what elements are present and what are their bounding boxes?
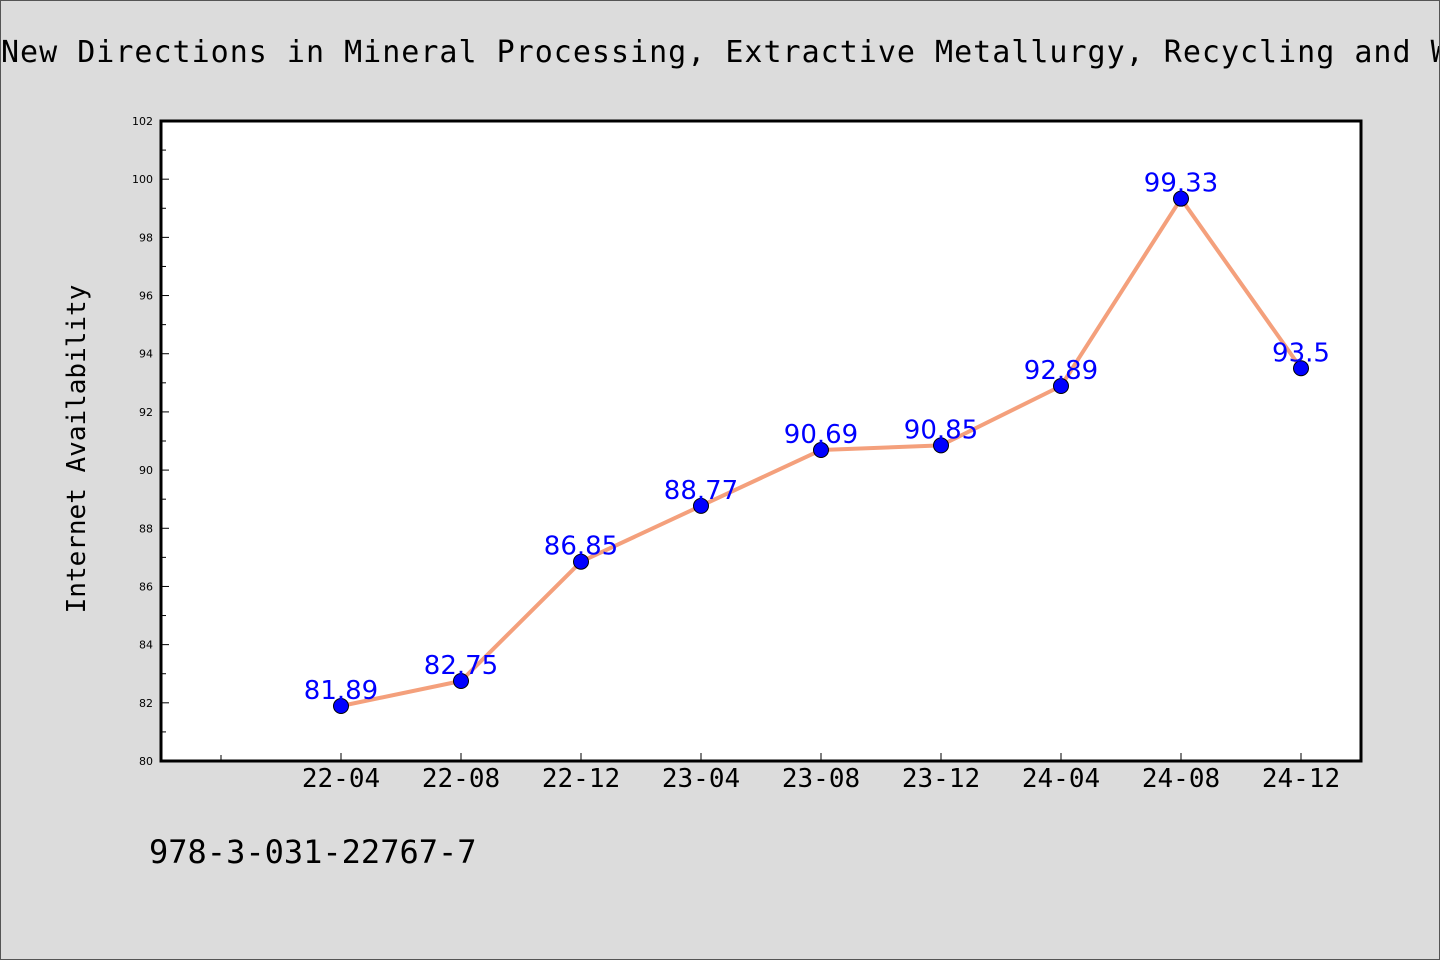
x-tick-label: 22-08: [422, 764, 500, 794]
y-tick-label: 94: [139, 348, 153, 361]
y-tick-label: 92: [139, 406, 153, 419]
y-tick-label: 88: [139, 522, 153, 535]
data-label: 99.33: [1144, 169, 1218, 199]
data-point: [1173, 190, 1189, 207]
data-label: 90.69: [784, 420, 858, 450]
y-tick-label: 82: [139, 697, 153, 710]
data-label: 88.77: [664, 476, 738, 506]
x-tick-label: 24-08: [1142, 764, 1220, 794]
x-tick-label: 23-04: [662, 764, 740, 794]
data-label: 81.89: [304, 676, 378, 706]
y-tick-label: 84: [139, 639, 153, 652]
x-tick-label: 24-04: [1022, 764, 1100, 794]
data-label: 90.85: [904, 415, 978, 445]
data-point: [813, 442, 829, 459]
data-label: 93.5: [1272, 338, 1330, 368]
data-point: [453, 673, 469, 689]
data-label: 86.85: [544, 532, 618, 562]
data-point: [333, 698, 349, 715]
data-point: [573, 553, 589, 570]
y-tick-label: 86: [139, 580, 153, 593]
y-tick-label: 96: [139, 290, 153, 303]
data-label: 82.75: [424, 651, 498, 681]
data-label: 92.89: [1024, 356, 1098, 386]
x-tick-label: 22-04: [302, 764, 380, 794]
data-point: [1053, 378, 1069, 395]
chart-title: New Directions in Mineral Processing, Ex…: [1, 35, 1439, 70]
data-point: [693, 497, 709, 514]
data-point: [1293, 360, 1309, 377]
x-tick-label: 22-12: [542, 764, 620, 794]
plot-area: [159, 119, 1363, 763]
y-tick-label: 100: [132, 173, 153, 186]
x-tick-label: 23-08: [782, 764, 860, 794]
y-tick-label: 90: [139, 464, 153, 477]
data-point: [933, 437, 949, 454]
x-tick-label: 24-12: [1262, 764, 1340, 794]
isbn-text: 978-3-031-22767-7: [149, 833, 477, 871]
y-tick-label: 98: [139, 231, 153, 244]
x-tick-label: 23-12: [902, 764, 980, 794]
y-tick-label: 80: [139, 755, 153, 768]
y-tick-label: 102: [132, 115, 153, 128]
